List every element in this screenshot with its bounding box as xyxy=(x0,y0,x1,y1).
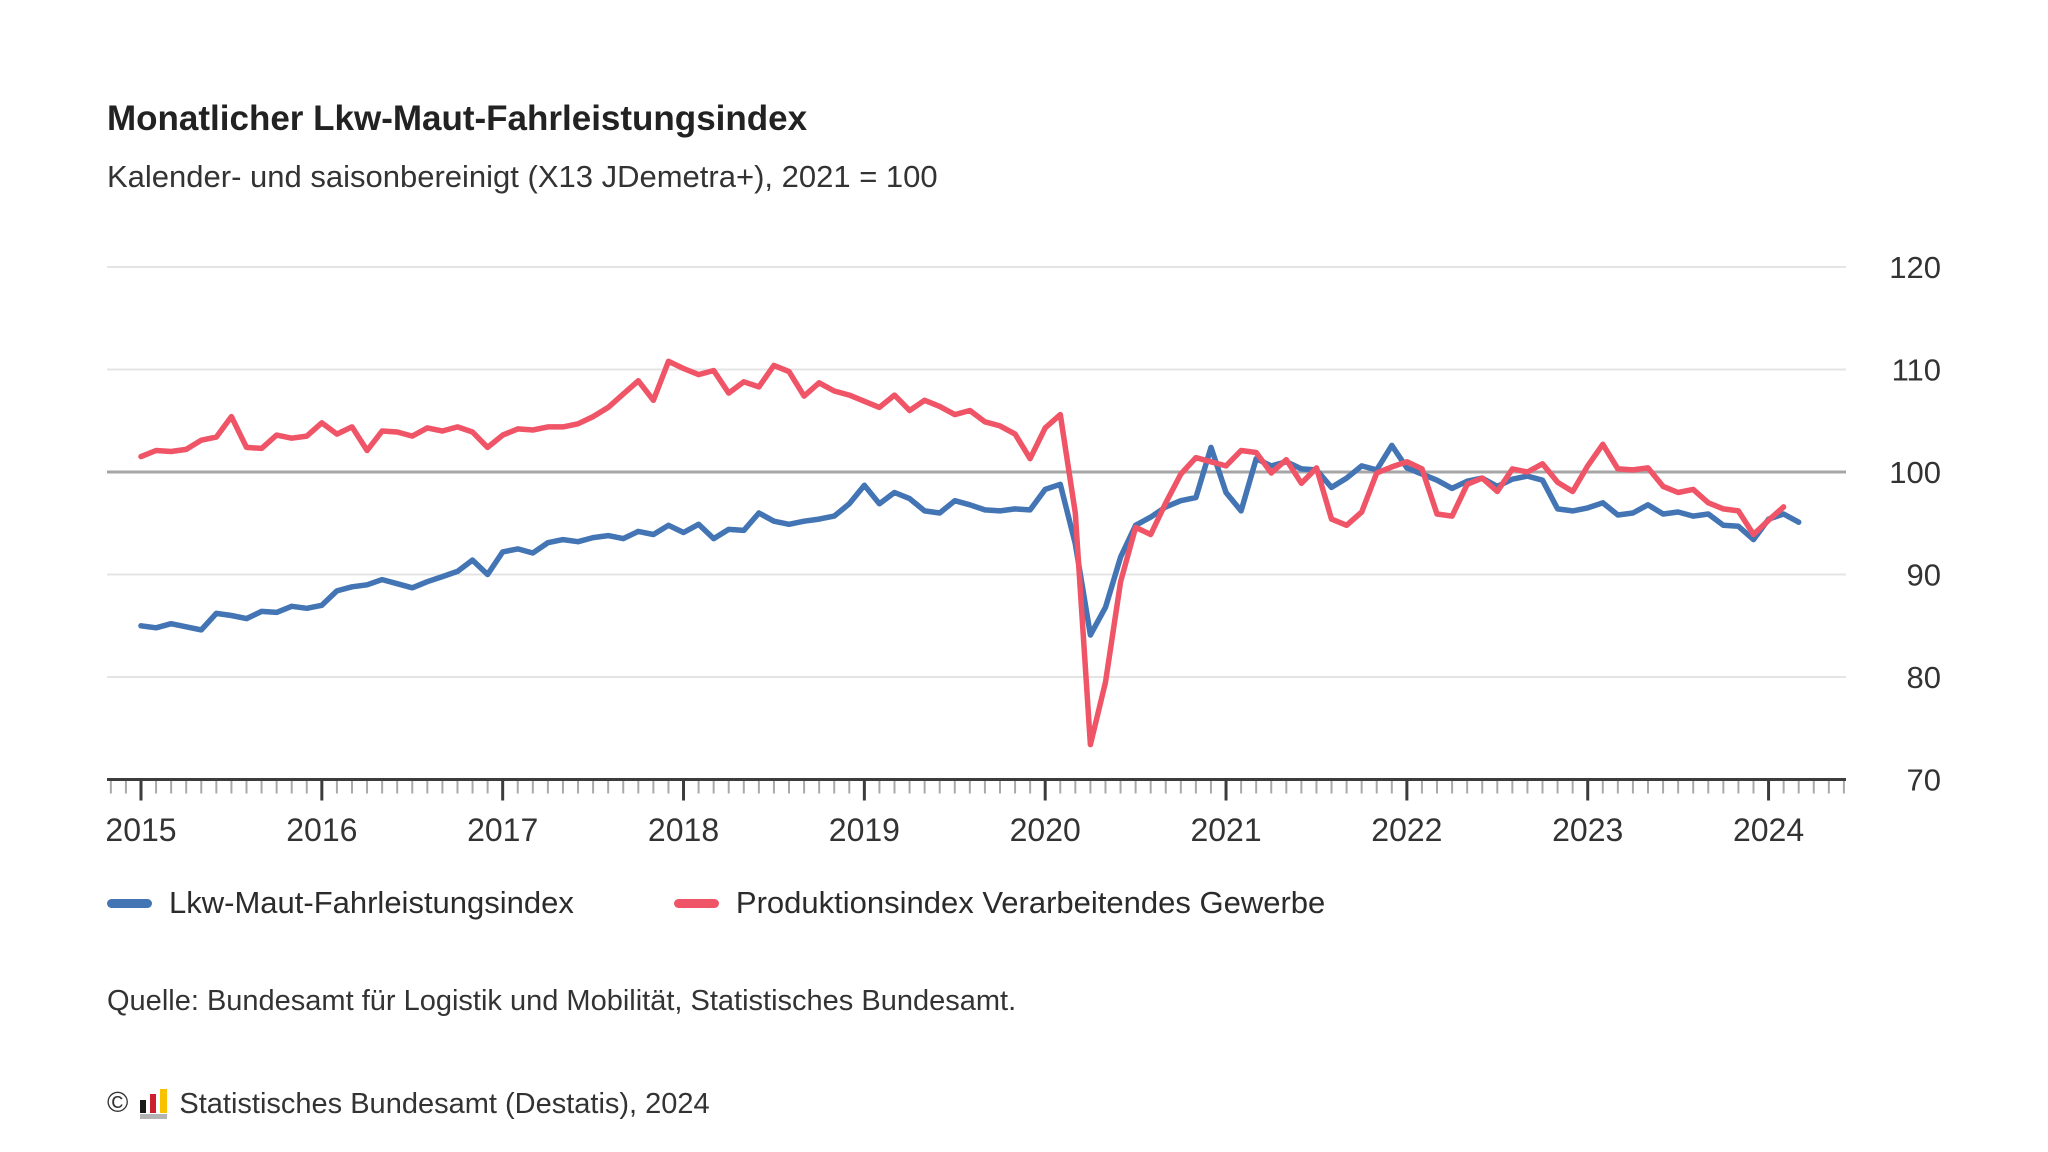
y-axis-label: 100 xyxy=(1889,455,1941,490)
y-axis-label: 90 xyxy=(1907,558,1941,593)
x-axis-label: 2020 xyxy=(1010,812,1081,848)
logo-bar-black xyxy=(140,1100,147,1113)
logo-bar-red xyxy=(150,1094,157,1113)
series-line-1 xyxy=(138,358,1787,748)
copyright-symbol: © xyxy=(107,1087,129,1119)
legend-item-produktionsindex[interactable]: Produktionsindex Verarbeitendes Gewerbe xyxy=(673,885,1326,921)
source-note: Quelle: Bundesamt für Logistik und Mobil… xyxy=(107,985,1017,1017)
legend-item-lkw-maut[interactable]: Lkw-Maut-Fahrleistungsindex xyxy=(107,885,574,921)
copyright-line: © Statistisches Bundesamt (Destatis), 20… xyxy=(107,1088,710,1121)
y-axis-label: 70 xyxy=(1907,763,1941,798)
y-axis-label: 110 xyxy=(1892,353,1941,388)
series-line-0 xyxy=(138,442,1802,638)
y-axis-label: 120 xyxy=(1889,250,1941,285)
red-line-swatch-icon xyxy=(673,898,719,908)
destatis-bar-chart-icon xyxy=(140,1088,168,1119)
logo-bar-gold xyxy=(160,1089,168,1113)
x-axis-label: 2017 xyxy=(467,812,538,848)
y-axis-label: 80 xyxy=(1907,660,1941,695)
legend-label: Produktionsindex Verarbeitendes Gewerbe xyxy=(735,885,1326,920)
blue-line-swatch-icon xyxy=(107,898,152,908)
x-axis-label: 2016 xyxy=(286,812,357,848)
legend-label: Lkw-Maut-Fahrleistungsindex xyxy=(169,885,574,920)
chart-legend: Lkw-Maut-Fahrleistungsindex Produktionsi… xyxy=(107,885,1325,921)
page-subtitle: Kalender- und saisonbereinigt (X13 JDeme… xyxy=(107,159,938,194)
page-title: Monatlicher Lkw-Maut-Fahrleistungsindex xyxy=(107,99,808,138)
x-axis-label: 2021 xyxy=(1190,812,1261,848)
x-axis-label: 2015 xyxy=(105,812,176,848)
x-axis-label: 2018 xyxy=(648,812,719,848)
x-axis-label: 2023 xyxy=(1552,812,1623,848)
copyright-text: Statistisches Bundesamt (Destatis), 2024 xyxy=(179,1088,710,1120)
logo-bar-base xyxy=(140,1114,168,1119)
x-axis-label: 2024 xyxy=(1733,812,1804,848)
x-axis-label: 2019 xyxy=(829,812,900,848)
x-axis-label: 2022 xyxy=(1371,812,1442,848)
